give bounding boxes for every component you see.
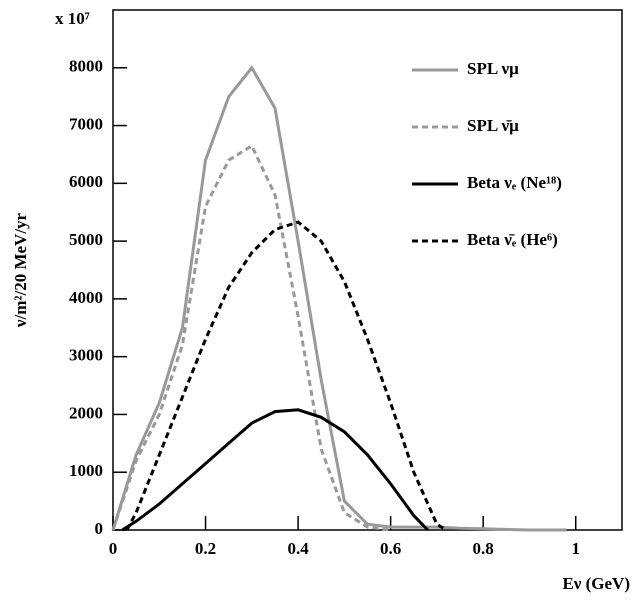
y-tick-label: 7000: [69, 114, 103, 133]
y-tick-label: 0: [95, 519, 104, 538]
y-tick-label: 5000: [69, 230, 103, 249]
plot-frame: [112, 9, 623, 531]
y-tick-label: 1000: [69, 461, 103, 480]
y-multiplier: x 10⁷: [55, 9, 90, 28]
x-tick-label: 0: [109, 539, 118, 558]
x-tick-label: 0.4: [287, 539, 309, 558]
y-tick-label: 6000: [69, 172, 103, 191]
y-tick-label: 3000: [69, 346, 103, 365]
y-tick-label: 2000: [69, 403, 103, 422]
series-line: [125, 220, 447, 532]
y-axis-label: ν/m²/20 MeV/yr: [11, 212, 30, 328]
x-tick-label: 1: [571, 539, 580, 558]
legend-label: Beta ν̄ₑ (He⁶): [467, 230, 558, 249]
x-tick-label: 0.2: [195, 539, 216, 558]
series-line: [111, 143, 391, 532]
y-tick-label: 8000: [69, 57, 103, 76]
x-tick-label: 0.6: [380, 539, 401, 558]
legend-label: SPL νμ: [467, 59, 519, 78]
legend-label: Beta νₑ (Ne¹⁸): [467, 173, 562, 192]
legend-label: SPL ν̄μ: [467, 116, 519, 135]
series-line: [111, 65, 567, 532]
y-tick-label: 4000: [69, 288, 103, 307]
series-line: [121, 408, 429, 532]
x-axis-label: Eν (GeV): [562, 574, 630, 593]
x-tick-label: 0.8: [473, 539, 494, 558]
